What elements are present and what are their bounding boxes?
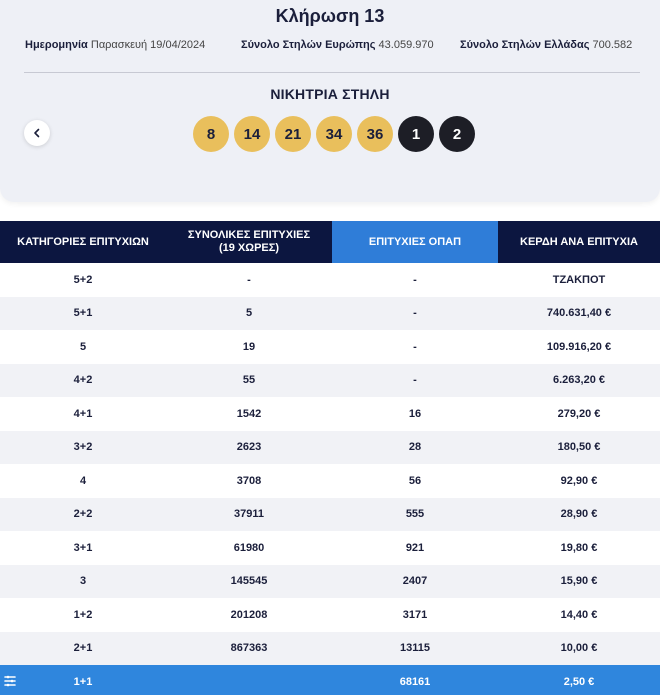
opap-wins-cell: 3171	[402, 608, 428, 621]
prize-cell: 19,80 €	[560, 541, 598, 554]
prize-table-header: ΚΑΤΗΓΟΡΙΕΣ ΕΠΙΤΥΧΙΩΝ ΣΥΝΟΛΙΚΕΣ ΕΠΙΤΥΧΙΕΣ…	[0, 221, 660, 263]
header-prize-per-win: ΚΕΡΔΗ ΑΝΑ ΕΠΙΤΥΧΙΑ	[498, 221, 660, 263]
category-cell: 4+1	[73, 407, 93, 420]
opap-wins-cell: 555	[332, 497, 498, 531]
prize-cell: 2,50 €	[498, 665, 660, 695]
category-cell: 4+2	[0, 363, 166, 397]
table-row: 4 3708 56 92,90 €	[0, 464, 660, 498]
prize-cell: 740.631,40 €	[498, 296, 660, 330]
europe-total: Σύνολο Στηλών Ευρώπης 43.059.970	[241, 39, 434, 51]
total-wins-cell: 867363	[166, 631, 332, 665]
total-wins-cell: 37911	[166, 497, 332, 531]
prize-cell: 279,20 €	[557, 407, 601, 420]
previous-draw-button[interactable]	[24, 120, 50, 146]
star-ball: 2	[439, 116, 475, 152]
table-row: 3+2 2623 28 180,50 €	[0, 430, 660, 464]
total-wins-cell: 201208	[230, 608, 268, 621]
draw-meta: Ημερομηνία Παρασκευή 19/04/2024 Σύνολο Σ…	[0, 39, 660, 53]
opap-wins-cell: 68161	[332, 665, 498, 695]
prize-cell: 14,40 €	[560, 608, 598, 621]
category-cell: 3+2	[0, 430, 166, 464]
category-cell: 2+2	[0, 497, 166, 531]
prize-cell: 92,90 €	[560, 474, 598, 487]
total-wins-cell: 2623	[166, 430, 332, 464]
table-row: 2+1 867363 13115 10,00 €	[0, 631, 660, 665]
opap-wins-cell: -	[413, 273, 417, 286]
table-row: 5 19 - 109.916,20 €	[0, 330, 660, 364]
category-cell: 2+1	[0, 631, 166, 665]
prize-cell: 15,90 €	[498, 564, 660, 598]
opap-wins-cell: -	[332, 363, 498, 397]
opap-wins-cell: 921	[405, 541, 425, 554]
table-row: 1+2 201208 3171 14,40 €	[0, 598, 660, 632]
opap-wins-cell: -	[332, 296, 498, 330]
draw-date-value: Παρασκευή 19/04/2024	[90, 39, 206, 51]
header-total-wins-line1: ΣΥΝΟΛΙΚΕΣ ΕΠΙΤΥΧΙΕΣ	[187, 229, 311, 241]
category-cell: 3	[0, 564, 166, 598]
europe-total-value: 43.059.970	[378, 39, 434, 51]
prize-cell: ΤΖΑΚΠΟΤ	[552, 273, 606, 286]
header-total-wins: ΣΥΝΟΛΙΚΕΣ ΕΠΙΤΥΧΙΕΣ (19 ΧΩΡΕΣ)	[166, 221, 332, 263]
star-ball: 1	[398, 116, 434, 152]
table-row-highlighted: 1+1 68161 2,50 €	[0, 665, 660, 695]
opap-wins-cell: -	[413, 340, 417, 353]
number-ball: 14	[234, 116, 270, 152]
total-wins-cell: 3708	[236, 474, 262, 487]
europe-total-label: Σύνολο Στηλών Ευρώπης	[241, 39, 376, 51]
winning-numbers: 8 14 21 34 36 1 2	[193, 116, 475, 152]
winning-column-label: ΝΙΚΗΤΡΙΑ ΣΤΗΛΗ	[270, 86, 390, 102]
draw-summary-card: Κλήρωση 13 Ημερομηνία Παρασκευή 19/04/20…	[0, 0, 660, 202]
divider	[24, 72, 640, 73]
number-ball: 8	[193, 116, 229, 152]
number-ball: 21	[275, 116, 311, 152]
category-cell: 5+2	[73, 273, 93, 286]
greece-total-value: 700.582	[592, 39, 633, 51]
table-row: 2+2 37911 555 28,90 €	[0, 497, 660, 531]
list-icon[interactable]	[3, 674, 17, 691]
category-cell: 3+1	[73, 541, 93, 554]
header-opap-wins: ΕΠΙΤΥΧΙΕΣ ΟΠΑΠ	[332, 221, 498, 263]
prize-cell: 28,90 €	[498, 497, 660, 531]
greece-total-label: Σύνολο Στηλών Ελλάδας	[460, 39, 590, 51]
table-row: 4+2 55-6.263,20 €	[0, 363, 660, 397]
category-cell: 5+1	[0, 296, 166, 330]
total-wins-cell: 55	[166, 363, 332, 397]
total-wins-cell: 5	[166, 296, 332, 330]
greece-total: Σύνολο Στηλών Ελλάδας 700.582	[460, 39, 632, 51]
draw-date-label: Ημερομηνία	[25, 39, 88, 51]
table-row: 4+1 1542 16 279,20 €	[0, 397, 660, 431]
draw-title: Κλήρωση 13	[275, 6, 385, 26]
prize-table: ΚΑΤΗΓΟΡΙΕΣ ΕΠΙΤΥΧΙΩΝ ΣΥΝΟΛΙΚΕΣ ΕΠΙΤΥΧΙΕΣ…	[0, 221, 660, 695]
number-ball: 34	[316, 116, 352, 152]
total-wins-cell: 61980	[233, 541, 265, 554]
header-total-wins-line2: (19 ΧΩΡΕΣ)	[218, 242, 280, 254]
header-categories: ΚΑΤΗΓΟΡΙΕΣ ΕΠΙΤΥΧΙΩΝ	[0, 221, 166, 263]
draw-date: Ημερομηνία Παρασκευή 19/04/2024	[25, 39, 205, 51]
total-wins-cell: 1542	[236, 407, 262, 420]
category-cell: 1+2	[73, 608, 93, 621]
opap-wins-cell: 2407	[332, 564, 498, 598]
table-row: 3+1 61980 921 19,80 €	[0, 531, 660, 565]
table-row: 3 145545 2407 15,90 €	[0, 564, 660, 598]
table-row: 5+2 - - ΤΖΑΚΠΟΤ	[0, 263, 660, 297]
total-wins-cell	[166, 665, 332, 695]
opap-wins-cell: 28	[332, 430, 498, 464]
total-wins-cell: 145545	[166, 564, 332, 598]
prize-cell: 180,50 €	[498, 430, 660, 464]
opap-wins-cell: 56	[408, 474, 422, 487]
prize-cell: 10,00 €	[498, 631, 660, 665]
prize-cell: 6.263,20 €	[498, 363, 660, 397]
chevron-left-icon	[34, 128, 40, 138]
opap-wins-cell: 13115	[332, 631, 498, 665]
prize-cell: 109.916,20 €	[546, 340, 612, 353]
total-wins-cell: 19	[242, 340, 256, 353]
category-cell: 5	[79, 340, 87, 353]
total-wins-cell: -	[247, 273, 251, 286]
number-ball: 36	[357, 116, 393, 152]
category-cell: 4	[79, 474, 87, 487]
category-cell: 1+1	[0, 665, 166, 695]
table-row: 5+1 5-740.631,40 €	[0, 296, 660, 330]
opap-wins-cell: 16	[408, 407, 422, 420]
